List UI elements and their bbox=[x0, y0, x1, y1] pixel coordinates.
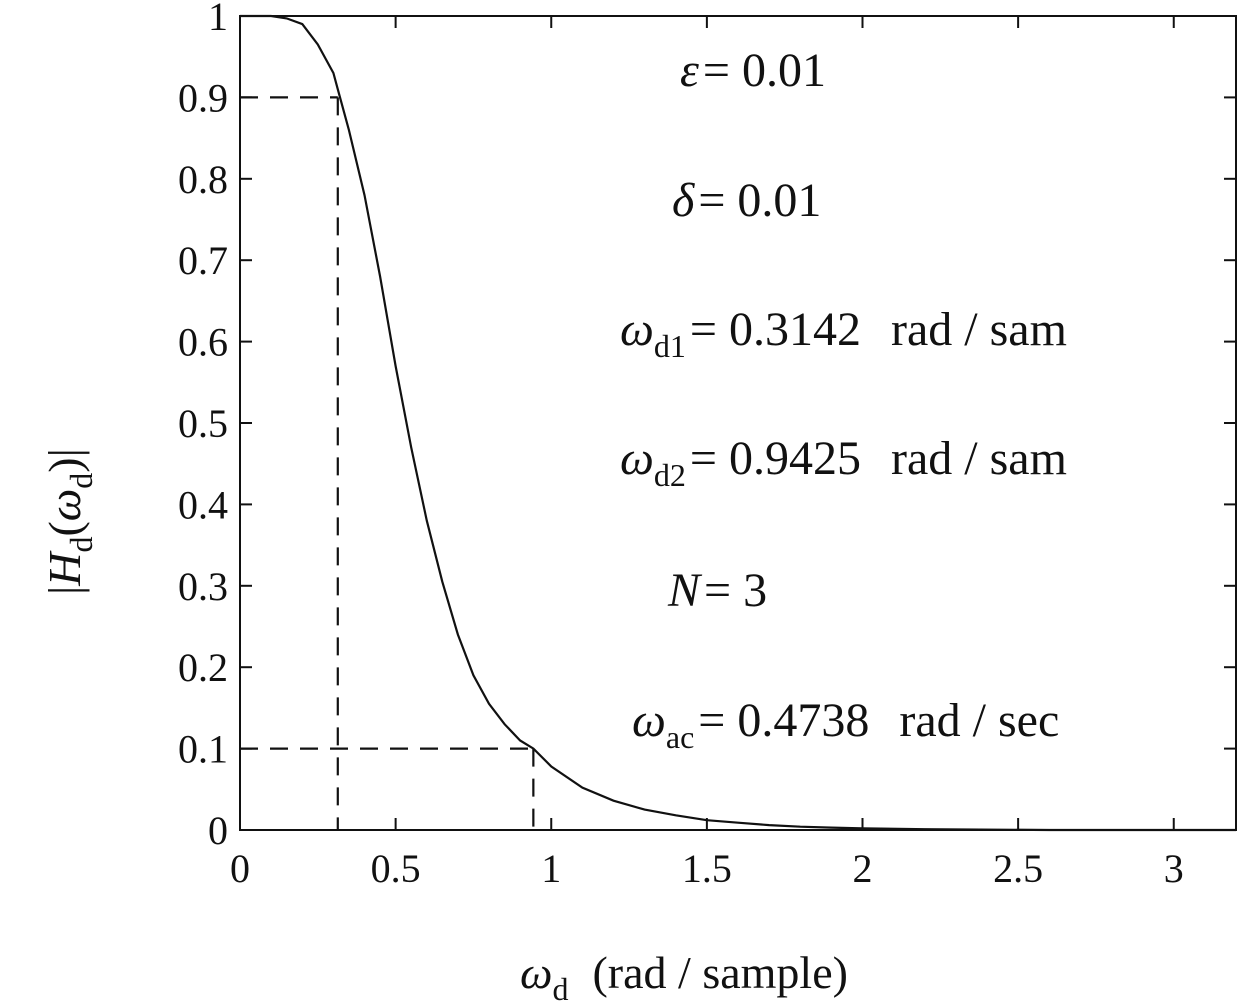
x-axis-units: (rad / sample) bbox=[592, 947, 847, 998]
x-tick-label: 0 bbox=[230, 846, 250, 891]
y-axis-subscript: d bbox=[63, 537, 99, 553]
reference-lines bbox=[240, 96, 535, 830]
y-axis-title: |Hd(ωd)| bbox=[39, 448, 99, 595]
annotation-value: = 0.01 bbox=[703, 44, 826, 97]
annotation-units: rad / sec bbox=[899, 694, 1059, 747]
x-tick-label: 1.5 bbox=[682, 846, 732, 891]
y-axis-arg-symbol: ω bbox=[39, 489, 90, 521]
annotation: ωac= 0.4738 rad / sec bbox=[632, 694, 1059, 755]
x-tick-label: 2.5 bbox=[993, 846, 1043, 891]
y-axis-arg-close: ) bbox=[39, 457, 90, 472]
annotation-symbol: δ bbox=[672, 174, 695, 227]
annotation-subscript: d1 bbox=[654, 328, 686, 364]
annotation-units: rad / sam bbox=[891, 303, 1067, 356]
annotation-value: = 0.9425 bbox=[690, 432, 861, 485]
annotation: N= 3 bbox=[667, 564, 767, 617]
y-tick-label: 0.5 bbox=[178, 401, 228, 446]
annotation-symbol: ω bbox=[632, 694, 666, 747]
x-tick-label: 2 bbox=[853, 846, 873, 891]
y-axis-arg-open: ( bbox=[39, 521, 90, 536]
annotation: ωd2= 0.9425 rad / sam bbox=[620, 432, 1067, 493]
annotation-subscript: ac bbox=[666, 719, 694, 755]
y-tick-label: 0.8 bbox=[178, 157, 228, 202]
annotation: δ= 0.01 bbox=[672, 174, 821, 227]
annotation-value: = 3 bbox=[704, 564, 767, 617]
y-tick-label: 0.2 bbox=[178, 645, 228, 690]
x-axis-title: ωd (rad / sample) bbox=[520, 947, 848, 1007]
annotation-symbol: ε bbox=[680, 44, 699, 97]
annotation-value: = 0.3142 bbox=[690, 303, 861, 356]
x-axis-subscript: d bbox=[552, 971, 568, 1007]
y-axis-prefix: | bbox=[39, 586, 90, 595]
annotation-subscript: d2 bbox=[654, 457, 686, 493]
annotation-symbol: ω bbox=[620, 303, 654, 356]
annotation-value: = 0.01 bbox=[698, 174, 821, 227]
series-line bbox=[240, 14, 1236, 832]
y-tick-label: 0 bbox=[208, 808, 228, 853]
y-axis-symbol: H bbox=[39, 550, 90, 587]
y-tick-label: 1 bbox=[208, 0, 228, 39]
annotation-symbol: ω bbox=[620, 432, 654, 485]
x-tick-label: 3 bbox=[1164, 846, 1184, 891]
annotation-value: = 0.4738 bbox=[698, 694, 869, 747]
x-axis-ticks: 0 0.5 1 1.5 2 2.5 3 bbox=[230, 16, 1184, 891]
y-tick-label: 0.6 bbox=[178, 320, 228, 365]
annotation-units: rad / sam bbox=[891, 432, 1067, 485]
y-tick-label: 0.7 bbox=[178, 238, 228, 283]
y-tick-label: 0.3 bbox=[178, 564, 228, 609]
annotation: ε= 0.01 bbox=[680, 44, 826, 97]
x-tick-label: 0.5 bbox=[371, 846, 421, 891]
y-axis-ticks: 0 0.1 0.2 0.3 0.4 0.5 0.6 0.7 0.8 0.9 1 bbox=[178, 0, 1236, 853]
annotation-symbol: N bbox=[667, 564, 703, 617]
y-tick-label: 0.9 bbox=[178, 75, 228, 120]
y-tick-label: 0.1 bbox=[178, 727, 228, 772]
series-group bbox=[240, 14, 1236, 832]
annotation: ωd1= 0.3142 rad / sam bbox=[620, 303, 1067, 364]
y-axis-suffix: | bbox=[39, 448, 90, 457]
x-axis-symbol: ω bbox=[520, 947, 552, 998]
y-axis-arg-subscript: d bbox=[63, 473, 99, 489]
y-tick-label: 0.4 bbox=[178, 482, 228, 527]
x-tick-label: 1 bbox=[541, 846, 561, 891]
